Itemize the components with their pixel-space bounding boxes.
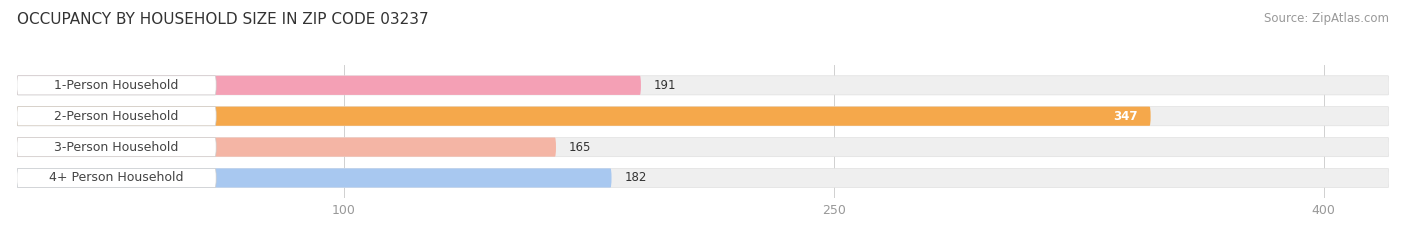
FancyBboxPatch shape	[17, 137, 217, 157]
Text: OCCUPANCY BY HOUSEHOLD SIZE IN ZIP CODE 03237: OCCUPANCY BY HOUSEHOLD SIZE IN ZIP CODE …	[17, 12, 429, 27]
Text: 165: 165	[569, 140, 592, 154]
FancyBboxPatch shape	[17, 76, 1389, 95]
FancyBboxPatch shape	[17, 168, 1389, 188]
Text: 191: 191	[654, 79, 676, 92]
FancyBboxPatch shape	[17, 107, 1389, 126]
Text: 347: 347	[1114, 110, 1137, 123]
Text: 3-Person Household: 3-Person Household	[55, 140, 179, 154]
Text: 2-Person Household: 2-Person Household	[55, 110, 179, 123]
FancyBboxPatch shape	[17, 107, 1150, 126]
Text: 1-Person Household: 1-Person Household	[55, 79, 179, 92]
FancyBboxPatch shape	[17, 137, 1389, 157]
Text: 182: 182	[624, 171, 647, 185]
Text: 4+ Person Household: 4+ Person Household	[49, 171, 184, 185]
FancyBboxPatch shape	[17, 168, 217, 188]
FancyBboxPatch shape	[17, 137, 555, 157]
Text: Source: ZipAtlas.com: Source: ZipAtlas.com	[1264, 12, 1389, 25]
FancyBboxPatch shape	[17, 168, 612, 188]
FancyBboxPatch shape	[17, 76, 217, 95]
FancyBboxPatch shape	[17, 107, 217, 126]
FancyBboxPatch shape	[17, 76, 641, 95]
